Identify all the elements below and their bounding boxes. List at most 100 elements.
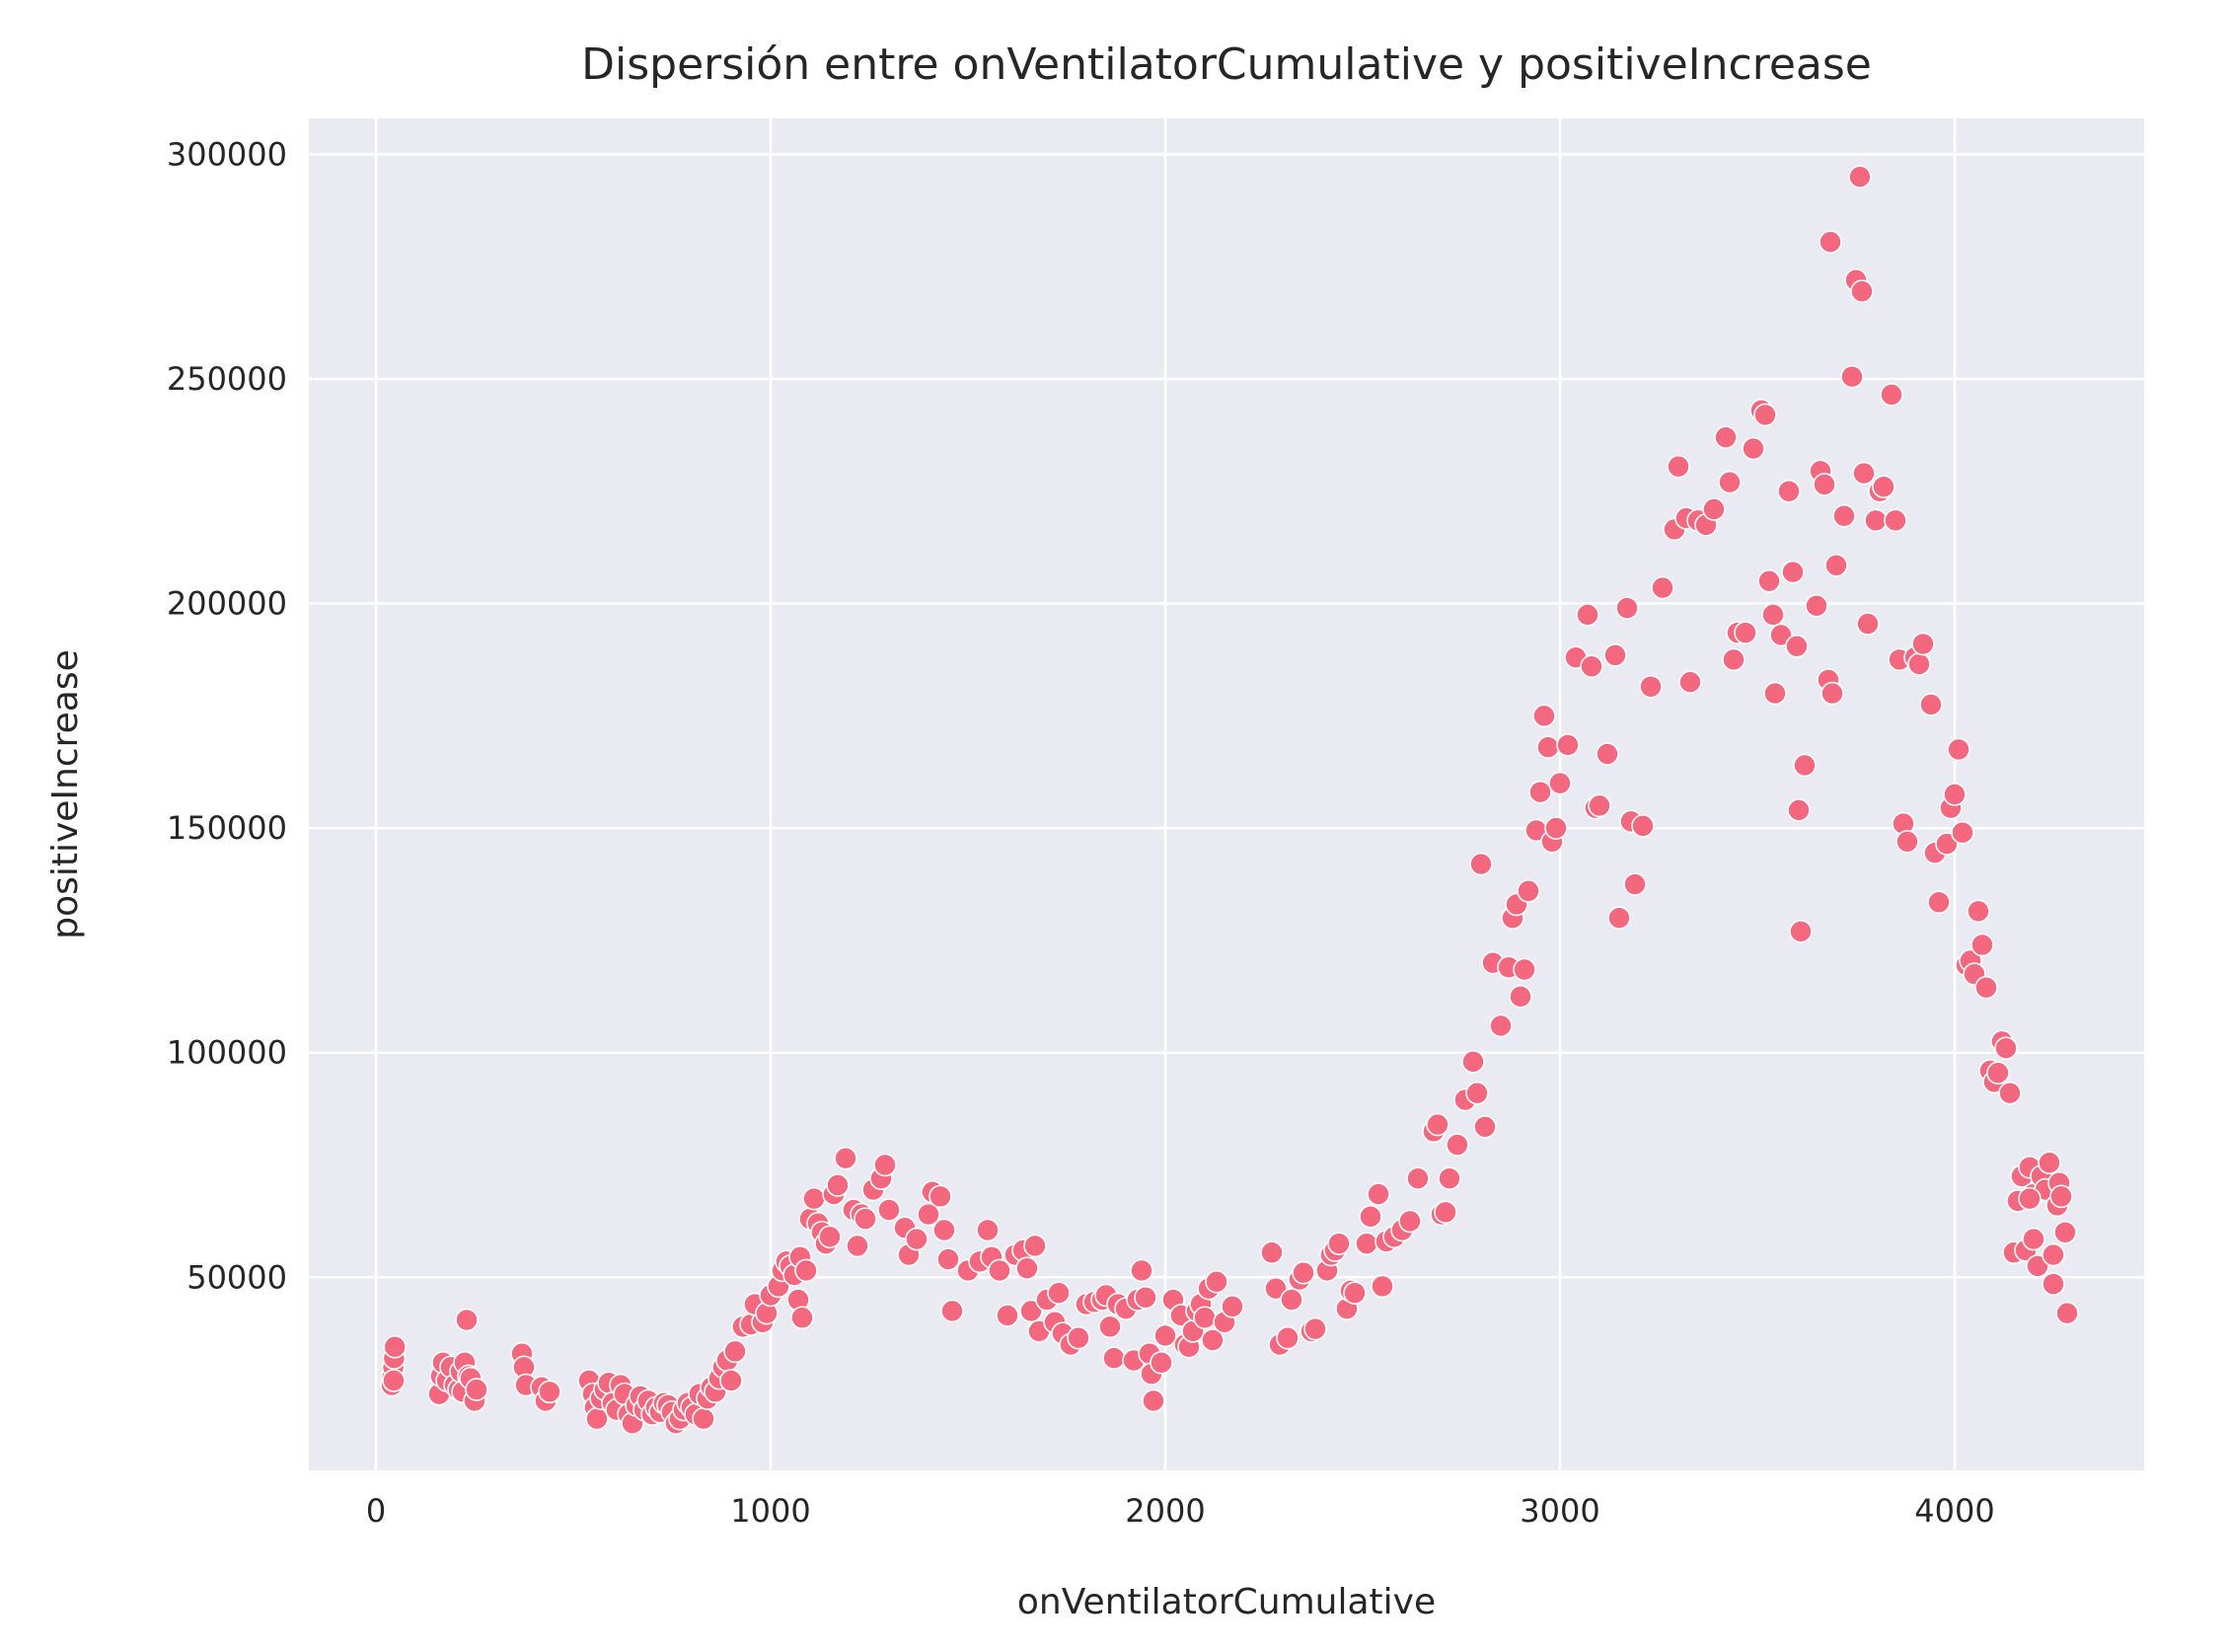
data-point [2055,1301,2079,1325]
data-point [1019,1299,1043,1323]
data-point [996,1304,1019,1327]
data-point [1911,632,1935,656]
chart-title: Dispersión entre onVentilatorCumulative … [581,39,1872,90]
x-tick-label: 2000 [1125,1492,1205,1530]
data-point [1047,1281,1071,1306]
data-point [1193,1306,1217,1330]
data-point [723,1339,747,1364]
data-point [1986,1061,2010,1085]
data-point [1623,872,1647,896]
data-point [1371,1274,1394,1299]
data-point [1201,1328,1225,1352]
data-point [917,1202,940,1227]
data-point [2042,1272,2065,1296]
data-point [1722,647,1745,672]
data-point [1461,1050,1485,1074]
data-point [1813,473,1836,496]
data-point [383,1335,408,1359]
y-tick-label: 300000 [167,135,287,173]
data-point [2049,1184,2073,1209]
data-point [1015,1256,1039,1280]
data-point [1819,230,1842,254]
data-point [382,1369,406,1392]
x-tick-label: 4000 [1914,1492,1994,1530]
data-point [1142,1389,1165,1413]
data-point [877,1198,901,1222]
data-point [1327,1232,1351,1255]
data-point [818,1225,842,1249]
data-point [1880,383,1903,407]
data-point [1872,475,1895,499]
data-point [1678,670,1702,695]
data-point [1438,1166,1461,1190]
data-point [1264,1276,1288,1301]
y-axis-label: positiveIncrease [45,649,86,939]
data-point [1757,569,1781,593]
data-point [1970,933,1994,957]
data-point [1852,461,1876,486]
data-point [1513,957,1536,982]
data-point [1787,798,1811,822]
data-point [1848,165,1872,188]
data-point [1927,890,1951,915]
data-point [1292,1260,1315,1285]
data-point [905,1227,928,1251]
data-point [1994,1036,2018,1060]
data-point [1895,829,1919,854]
data-point [1907,652,1931,676]
data-points [380,165,2079,1436]
data-point [1067,1325,1090,1350]
y-tick-label: 150000 [167,809,287,847]
x-tick-labels: 0 1000 2000 3000 4000 [366,1492,1995,1530]
data-point [1753,403,1777,427]
data-point [1098,1314,1122,1339]
data-point [1785,635,1809,658]
data-point [1528,780,1552,804]
data-point [846,1234,869,1258]
data-point [928,1184,952,1209]
data-point [988,1258,1011,1283]
data-point [1303,1316,1327,1341]
data-point [1840,364,1864,389]
data-point [1548,771,1572,795]
data-point [936,1247,960,1271]
data-point [1974,975,1998,1000]
y-tick-label: 200000 [167,585,287,623]
x-axis-label: onVentilatorCumulative [1017,1582,1436,1622]
data-point [1489,1014,1513,1038]
data-point [1509,985,1532,1009]
data-point [1603,643,1627,667]
x-tick-label: 1000 [730,1492,810,1530]
data-point [1769,623,1793,647]
data-point [1734,621,1757,644]
data-point [1150,1350,1173,1375]
data-point [1951,820,1974,845]
data-point [1532,704,1556,728]
data-point [1820,681,1844,706]
data-point [790,1306,814,1330]
data-point [1777,479,1801,503]
data-point [1943,783,1967,806]
data-point [1280,1288,1303,1312]
data-point [1426,1112,1449,1137]
data-point [1355,1232,1378,1255]
data-point [1205,1270,1228,1294]
data-point [1967,899,1990,924]
data-point [1134,1285,1157,1310]
data-point [1536,735,1560,760]
data-point [1832,504,1856,528]
data-point [873,1153,897,1177]
data-point [1607,906,1631,930]
data-point [1714,425,1738,449]
data-point [1153,1323,1177,1348]
data-point [1576,603,1599,627]
data-point [1446,1133,1469,1157]
x-tick-label: 3000 [1520,1492,1599,1530]
data-point [1343,1281,1367,1306]
data-point [1556,733,1580,757]
data-point [2018,1186,2042,1211]
data-point [1718,470,1742,494]
data-point [1824,554,1848,577]
data-point [1580,654,1603,679]
